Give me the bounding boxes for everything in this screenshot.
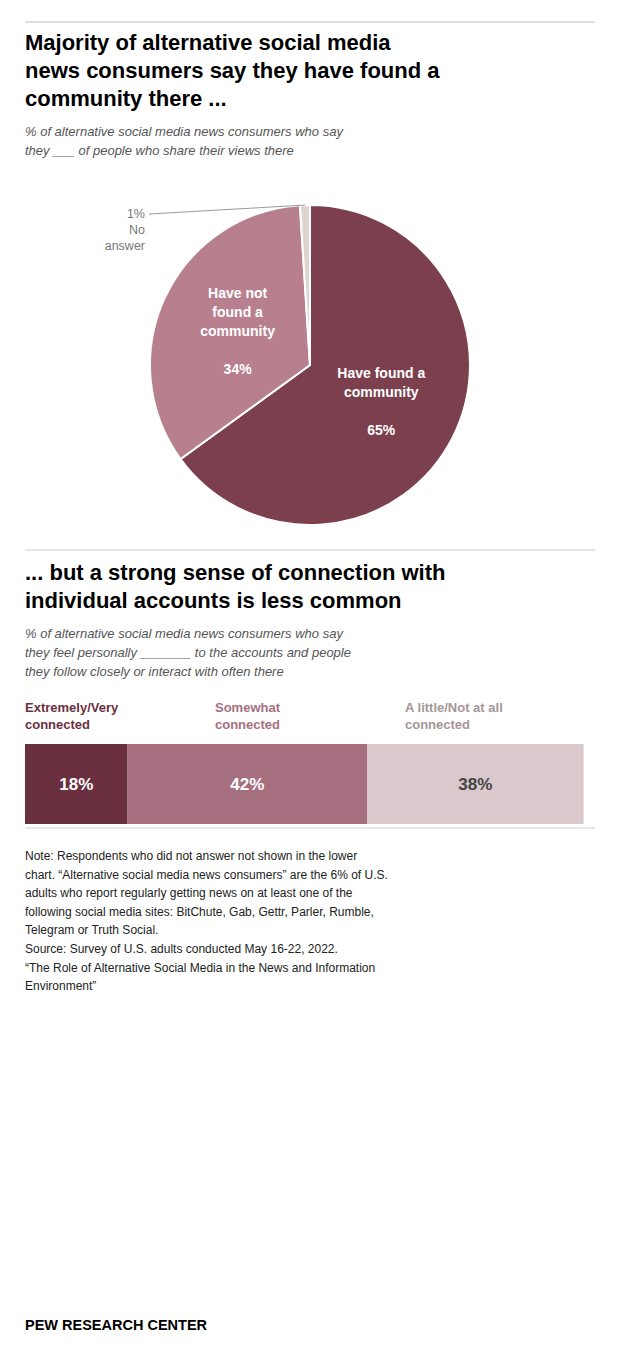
- page: Majority of alternative social medianews…: [0, 0, 620, 1358]
- top-rule: [25, 22, 595, 23]
- data-label: 18%: [59, 775, 93, 794]
- slice-label: Noanswer: [105, 223, 145, 253]
- pie-slice: [300, 205, 310, 365]
- bar-segment: [25, 744, 128, 824]
- slice-label: Have found acommunity: [337, 365, 425, 400]
- slice-value-label: 1%: [127, 207, 145, 221]
- axis-line: [25, 828, 595, 829]
- title: Majority of alternative social medianews…: [25, 30, 440, 111]
- data-label: 38%: [458, 775, 492, 794]
- data-label: 42%: [230, 775, 264, 794]
- leader-line: [149, 205, 305, 214]
- pie: [150, 205, 470, 525]
- slice-value-label: 34%: [224, 361, 253, 377]
- slice-value-label: 65%: [367, 422, 396, 438]
- subtitle: % of alternative social media news consu…: [25, 626, 351, 679]
- bars: [25, 744, 584, 824]
- pie-slice: [150, 205, 310, 459]
- canvas: Majority of alternative social medianews…: [0, 0, 620, 1358]
- note: Note: Respondents who did not answer not…: [25, 849, 388, 993]
- subtitle: % of alternative social media news consu…: [25, 124, 344, 158]
- legend-label: Extremely/Veryconnected: [25, 700, 119, 732]
- bar-labels: 18% 42% 38%: [59, 775, 492, 794]
- footer: PEW RESEARCH CENTER: [25, 1317, 208, 1333]
- bar-segment: [367, 744, 584, 824]
- legend-label: Somewhatconnected: [215, 700, 281, 732]
- divider: [25, 550, 595, 551]
- slice-label: Have notfound acommunity: [200, 285, 275, 339]
- legend-label: A little/Not at allconnected: [405, 700, 503, 732]
- bar-segment: [128, 744, 367, 824]
- title: ... but a strong sense of connection wit…: [25, 560, 445, 613]
